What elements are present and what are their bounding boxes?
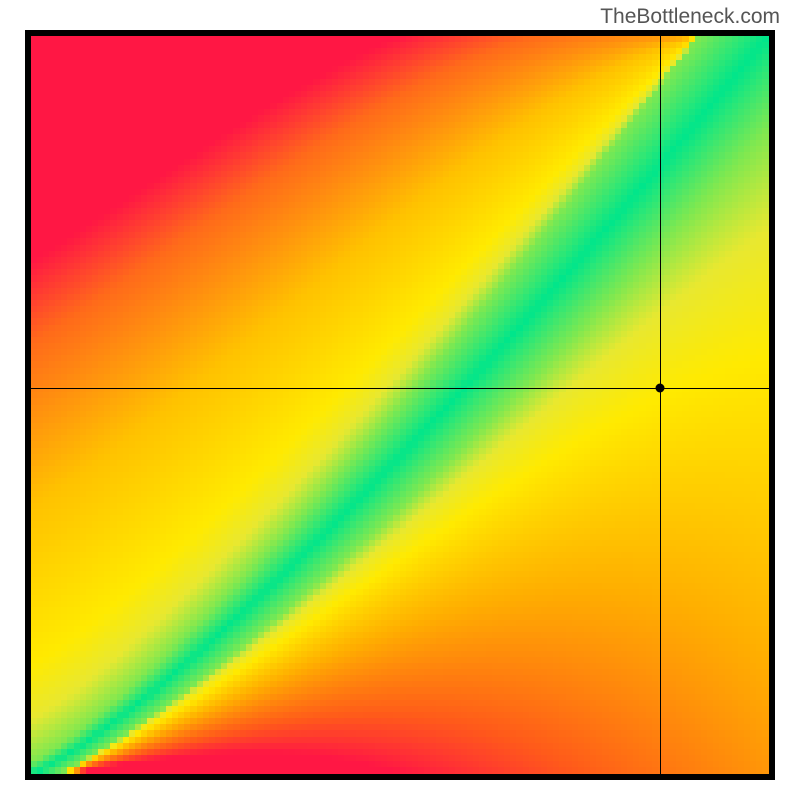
heatmap-plot-area (25, 30, 775, 780)
chart-container: TheBottleneck.com (0, 0, 800, 800)
crosshair-vertical (660, 30, 661, 780)
watermark-text: TheBottleneck.com (600, 5, 780, 29)
crosshair-marker (655, 384, 664, 393)
heatmap-canvas (31, 36, 769, 774)
